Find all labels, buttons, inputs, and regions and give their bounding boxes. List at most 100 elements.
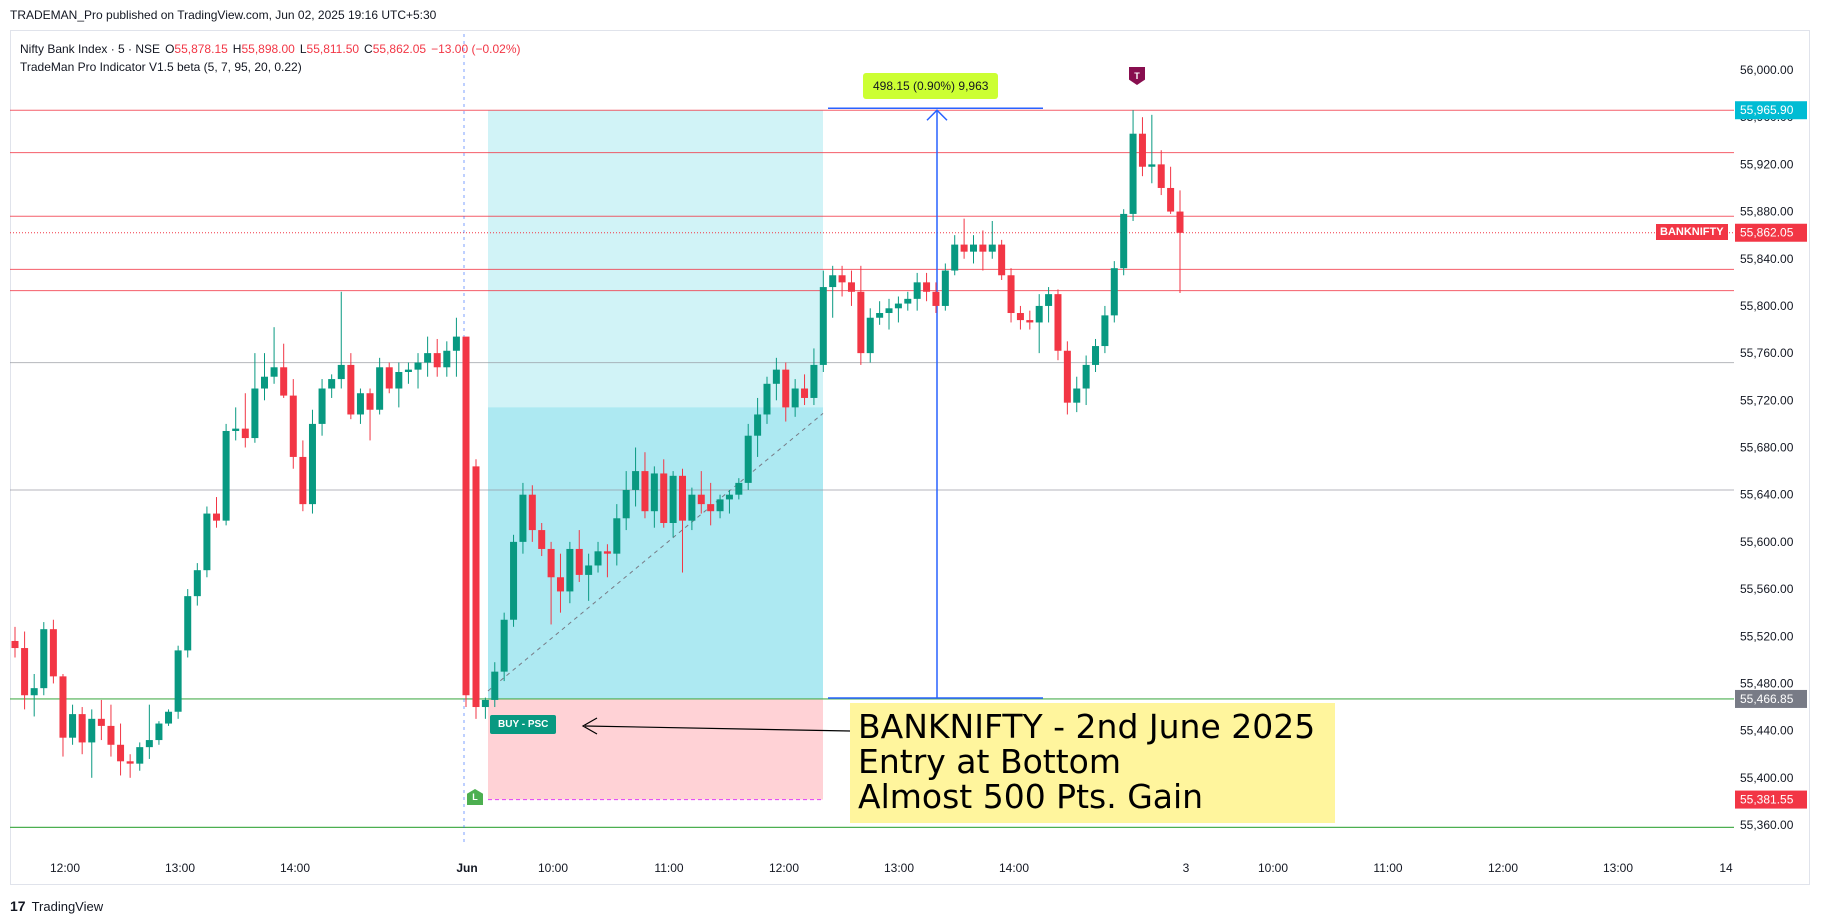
ohlc-row: Nifty Bank Index · 5 · NSE O55,878.15 H5…: [20, 40, 521, 58]
candle-body-41: [404, 369, 412, 372]
candle-body-109: [1045, 294, 1053, 306]
candle-body-117: [1120, 213, 1128, 269]
candle-body-106: [1016, 313, 1024, 321]
candle-body-13: [136, 747, 144, 764]
candle-body-22: [222, 430, 230, 521]
callout-line-3: Almost 500 Pts. Gain: [858, 777, 1204, 816]
x-tick-0: 12:00: [50, 861, 80, 875]
candle-body-9: [97, 718, 105, 726]
candle-body-18: [184, 596, 192, 651]
candle-body-119: [1138, 133, 1146, 167]
candle-body-31: [308, 423, 316, 505]
candle-body-50: [491, 671, 499, 700]
candle-body-90: [866, 317, 874, 354]
candle-body-57: [556, 577, 564, 592]
candle-body-34: [337, 364, 345, 380]
candle-body-43: [424, 353, 432, 363]
candle-body-74: [716, 499, 724, 512]
candle-body-114: [1092, 346, 1100, 365]
candle-body-86: [829, 275, 837, 288]
candle-body-113: [1082, 364, 1090, 389]
candle-body-23: [232, 428, 240, 431]
candle-body-66: [641, 471, 649, 512]
y-tick-14: 55,440.00: [1740, 724, 1794, 738]
y-tick-7: 55,720.00: [1740, 393, 1794, 407]
x-tick-6: 12:00: [769, 861, 799, 875]
candle-body-45: [443, 350, 451, 368]
chart-frame: [10, 30, 1810, 885]
x-tick-2: 14:00: [280, 861, 310, 875]
x-tick-9: 3: [1183, 861, 1190, 875]
symbol-label[interactable]: Nifty Bank Index · 5 · NSE: [20, 42, 161, 56]
candle-body-15: [155, 723, 163, 741]
candle-body-99: [951, 244, 959, 271]
candle-body-19: [193, 570, 201, 597]
candle-body-69: [669, 475, 677, 523]
x-tick-10: 10:00: [1258, 861, 1288, 875]
candle-body-17: [174, 650, 182, 712]
candle-body-26: [260, 376, 268, 389]
candle-body-77: [744, 435, 752, 483]
candle-body-39: [385, 367, 393, 389]
candle-body-52: [510, 541, 518, 620]
candle-body-62: [603, 551, 611, 554]
x-tick-11: 11:00: [1373, 861, 1402, 875]
x-tick-8: 14:00: [999, 861, 1029, 875]
candle-body-98: [941, 270, 949, 306]
candle-body-111: [1063, 350, 1071, 403]
price-tag-bg-1: [1735, 223, 1807, 242]
candle-body-80: [772, 369, 780, 384]
candle-body-81: [782, 369, 790, 408]
candle-body-49: [481, 699, 489, 708]
indicator-label[interactable]: TradeMan Pro Indicator V1.5 beta (5, 7, …: [20, 60, 302, 74]
candle-body-110: [1054, 294, 1062, 351]
candle-body-94: [904, 298, 912, 304]
candle-body-54: [528, 494, 536, 531]
candle-body-95: [913, 282, 921, 299]
candle-body-61: [594, 551, 602, 566]
x-tick-13: 13:00: [1603, 861, 1633, 875]
candle-body-118: [1129, 133, 1137, 214]
candle-body-83: [801, 388, 809, 398]
candle-body-48: [472, 466, 480, 708]
candle-body-51: [500, 619, 508, 672]
candle-body-33: [328, 379, 336, 389]
candle-body-64: [622, 489, 630, 519]
candle-body-96: [923, 282, 931, 292]
callout-arrow-line: [584, 725, 851, 732]
y-tick-16: 55,360.00: [1740, 818, 1794, 832]
candle-body-24: [241, 428, 249, 439]
y-tick-11: 55,560.00: [1740, 582, 1794, 596]
candle-body-102: [979, 244, 987, 252]
candle-body-40: [395, 372, 403, 389]
candle-body-35: [347, 364, 355, 415]
price-tag-bg-2: [1735, 689, 1807, 708]
candle-body-20: [203, 513, 211, 571]
candle-body-53: [519, 494, 527, 542]
measure-label: 498.15 (0.90%) 9,963: [863, 73, 999, 99]
x-tick-3: Jun: [456, 861, 477, 875]
candle-body-37: [366, 393, 374, 410]
open-label: O: [165, 42, 175, 56]
candle-body-7: [78, 714, 86, 743]
y-tick-13: 55,480.00: [1740, 676, 1794, 690]
y-tick-12: 55,520.00: [1740, 629, 1794, 643]
candle-body-63: [613, 518, 621, 554]
candle-body-87: [838, 275, 846, 283]
candle-body-120: [1148, 164, 1156, 167]
symbol-badge: BANKNIFTY: [1656, 224, 1728, 240]
tradingview-brand[interactable]: 17 TradingView: [10, 898, 103, 914]
candle-body-8: [88, 718, 96, 743]
candle-body-30: [299, 456, 307, 505]
y-tick-2: 55,920.00: [1740, 157, 1794, 171]
candle-body-68: [660, 473, 668, 523]
x-tick-4: 10:00: [538, 861, 568, 875]
candle-body-44: [433, 353, 441, 368]
candle-body-59: [575, 548, 583, 575]
candle-body-0: [11, 640, 19, 649]
candle-body-88: [847, 282, 855, 292]
x-tick-7: 13:00: [884, 861, 914, 875]
x-tick-1: 13:00: [165, 861, 195, 875]
change-value: −13.00 (−0.02%): [431, 42, 521, 56]
